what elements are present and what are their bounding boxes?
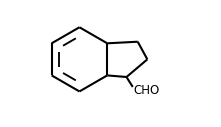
Text: CHO: CHO [134, 84, 160, 97]
